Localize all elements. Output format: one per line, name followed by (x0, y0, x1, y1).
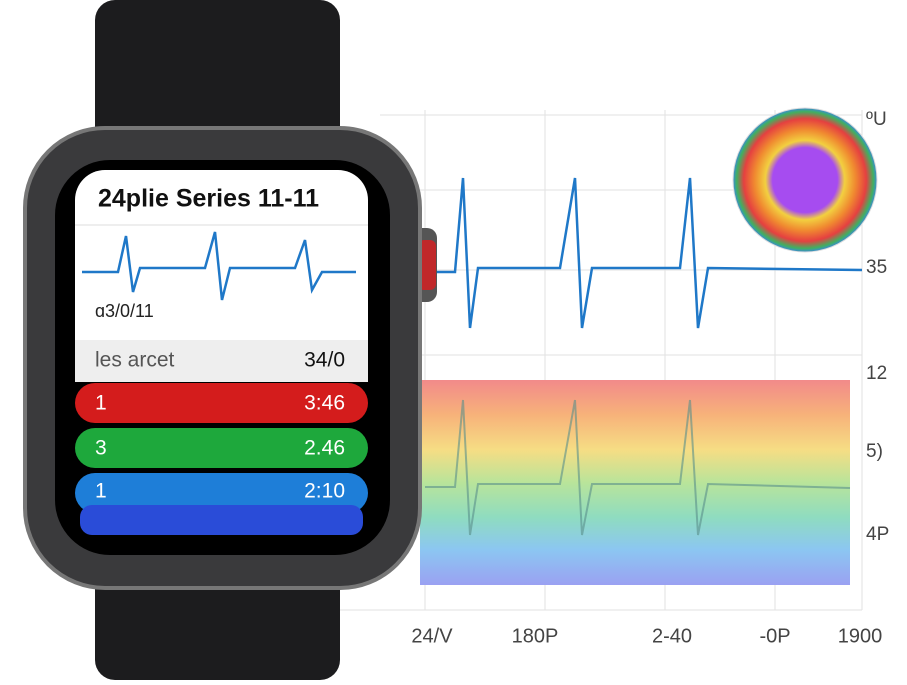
axis-label: 180P (512, 625, 559, 647)
row-pill (75, 383, 368, 423)
row-value: 3:46 (304, 392, 345, 415)
axis-label: 5) (866, 441, 883, 462)
ecg-trace-faint (425, 399, 851, 536)
screen-card (75, 170, 368, 382)
row-value: 2.46 (304, 437, 345, 460)
row-label: 1 (95, 480, 107, 503)
axis-label: ºU (866, 109, 887, 130)
watch-ecg (82, 231, 356, 301)
row-label: 1 (95, 392, 107, 415)
axis-label: 2-40 (652, 625, 692, 647)
summary-row (75, 340, 368, 382)
watch-band-top (95, 0, 340, 160)
axis-label: -0P (759, 625, 790, 647)
axis-label: 4P (866, 524, 889, 545)
ecg-trace (425, 177, 863, 329)
row-pill (75, 428, 368, 468)
summary-label: les arcet (95, 349, 175, 372)
watch-date: ɑ3/0/11 (95, 301, 154, 321)
watch-title: 24plie Series 11-11 (98, 185, 319, 213)
axis-label: 1900 (838, 625, 883, 647)
summary-value: 34/0 (304, 349, 345, 372)
row-value: 2:10 (304, 480, 345, 503)
row-pill (75, 473, 368, 513)
screen-bottom (80, 505, 363, 535)
row-label: 3 (95, 437, 107, 460)
axis-label: 24/V (411, 625, 453, 647)
rainbow-bands (420, 380, 850, 585)
axis-label: 12 (866, 363, 887, 384)
axis-label: 35 (866, 257, 887, 278)
activity-ring (732, 107, 878, 253)
crown-accent (418, 240, 436, 290)
